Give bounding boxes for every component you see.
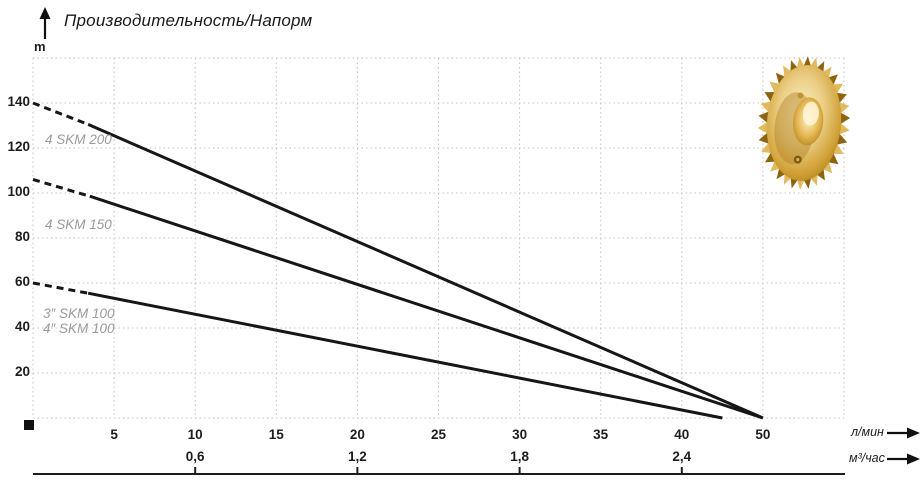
y-tick-label: 20 (14, 364, 30, 379)
x2-tick-label: 2,4 (672, 449, 692, 464)
y-axis-unit-label: m (34, 39, 46, 54)
curve-label-4skm200: 4 SKM 200 (45, 132, 112, 147)
y-tick-label: 80 (14, 229, 30, 244)
y-axis-up-arrow-icon (39, 7, 51, 39)
chart-title: Производительность/Напорм (64, 11, 313, 30)
x-axis-right-arrow-icon (887, 427, 920, 439)
x-tick-label: 40 (674, 427, 690, 442)
x2-axis-right-arrow-icon (887, 453, 920, 465)
x2-tick-label: 1,2 (348, 449, 367, 464)
impeller-photo (757, 56, 851, 190)
x-tick-label: 20 (349, 427, 365, 442)
y-tick-label: 140 (7, 94, 30, 109)
x-tick-label: 10 (187, 427, 203, 442)
x-tick-label: 25 (430, 427, 447, 442)
x2-tick-label: 0,6 (185, 449, 205, 464)
y-tick-label: 60 (14, 274, 30, 289)
x-tick-label: 15 (268, 427, 284, 442)
x-tick-label: 35 (593, 427, 609, 442)
curve-label-3skm100: 3″ SKM 100 (43, 306, 115, 321)
curve-label-4skm150: 4 SKM 150 (45, 217, 112, 232)
x-tick-label: 50 (755, 427, 771, 442)
y-tick-label: 120 (7, 139, 30, 154)
x-tick-label: 5 (110, 427, 118, 442)
performance-curves (32, 101, 764, 420)
x-tick-label: 30 (512, 427, 528, 442)
gridlines (32, 57, 845, 419)
x2-tick-label: 1,8 (510, 449, 529, 464)
x2-axis-unit-label: м³/час (849, 451, 885, 465)
secondary-axis-line (33, 467, 845, 475)
curve-label-4skm100: 4″ SKM 100 (43, 321, 115, 336)
y-tick-label: 40 (14, 319, 30, 334)
x-axis-unit-label: л/мин (851, 425, 884, 439)
origin-square-marker (24, 420, 34, 430)
y-tick-label: 100 (7, 184, 30, 199)
